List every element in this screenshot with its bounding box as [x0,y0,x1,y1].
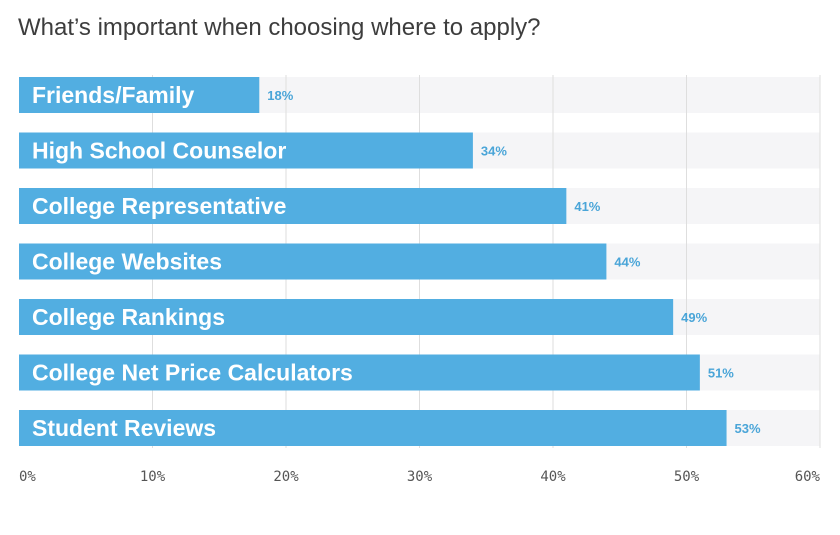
bar [19,77,260,113]
x-tick-label: 40% [540,469,566,485]
value-labels: 18% 34% 41% 44% 49% 51% 53% [267,88,761,436]
bar-value-label: 49% [681,310,707,325]
bar-category-label: College Websites [32,249,222,275]
bar-value-label: 51% [708,366,734,381]
bar [19,132,473,169]
bar-category-label: Student Reviews [32,415,216,441]
x-tick-label: 10% [140,469,166,485]
x-tick-label: 30% [407,469,433,485]
bar-value-label: 18% [267,88,293,103]
bar-value-label: 41% [574,199,600,214]
bar-category-label: High School Counselor [32,138,286,164]
x-tick-label: 50% [674,469,700,485]
bar [19,299,674,335]
bar-category-label: Friends/Family [32,82,195,108]
bars: Friends/Family High School Counselor Colle… [19,77,727,446]
x-tick-label: 60% [795,469,821,485]
x-axis-ticks: 0% 10% 20% 30% 40% 50% 60% [19,469,821,485]
bar [19,410,727,446]
bar [19,354,700,391]
bar-value-label: 53% [735,421,761,436]
bar-category-label: College Rankings [32,304,225,330]
x-tick-label: 0% [19,469,36,485]
bar-value-label: 44% [614,255,640,270]
bar-value-label: 34% [481,144,507,159]
chart-title: What’s important when choosing where to … [18,14,541,41]
bar [19,243,607,280]
x-tick-label: 20% [273,469,299,485]
bar-category-label: College Representative [32,193,286,219]
bar [19,188,567,224]
bar-category-label: College Net Price Calculators [32,360,353,386]
